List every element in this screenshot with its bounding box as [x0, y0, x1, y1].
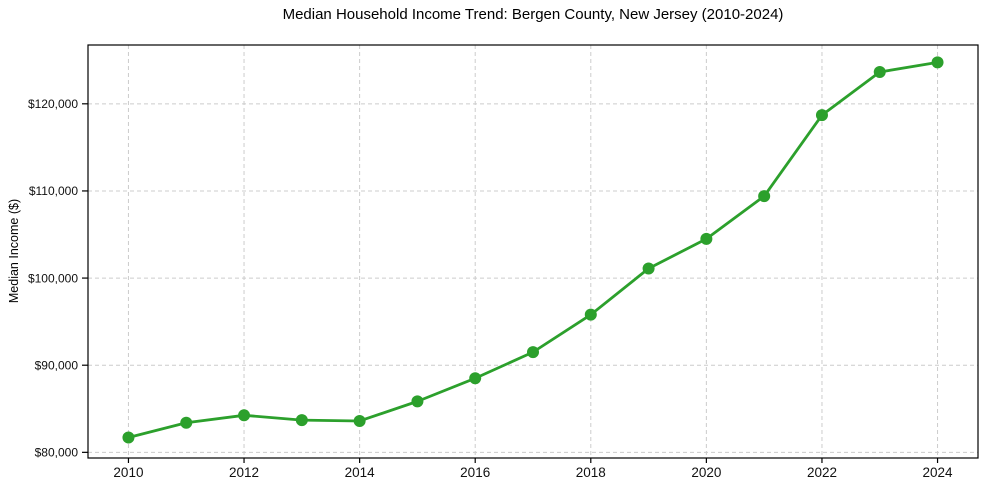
data-point-2021: [758, 190, 771, 203]
x-tick-label: 2020: [691, 465, 721, 480]
data-point-2013: [295, 414, 308, 427]
x-tick-label: 2024: [923, 465, 954, 480]
x-tick-label: 2014: [345, 465, 376, 480]
data-point-2012: [238, 409, 251, 422]
chart-title: Median Household Income Trend: Bergen Co…: [282, 6, 784, 23]
y-tick-label: $110,000: [29, 184, 78, 198]
y-tick-label: $120,000: [28, 97, 78, 111]
data-point-2023: [873, 66, 886, 79]
y-tick-label: $80,000: [35, 446, 79, 460]
data-point-2015: [411, 395, 424, 408]
data-point-2011: [180, 416, 193, 429]
y-tick-label: $100,000: [28, 271, 78, 285]
x-tick-label: 2018: [576, 465, 606, 480]
plot-border: [87, 44, 979, 459]
data-point-2014: [353, 414, 366, 427]
x-tick-label: 2010: [113, 465, 143, 480]
x-tick-label: 2012: [229, 465, 259, 480]
data-point-2010: [122, 431, 135, 444]
data-point-2019: [642, 262, 655, 275]
y-tick-label: $90,000: [35, 358, 79, 372]
trend-line: [127, 61, 939, 439]
x-tick-label: 2022: [807, 465, 837, 480]
data-point-2018: [584, 308, 597, 321]
data-point-2024: [931, 56, 944, 69]
data-point-2016: [469, 372, 482, 385]
data-point-2022: [815, 109, 828, 122]
x-tick-label: 2016: [460, 465, 490, 480]
data-point-2020: [700, 232, 713, 245]
data-point-2017: [527, 346, 539, 359]
